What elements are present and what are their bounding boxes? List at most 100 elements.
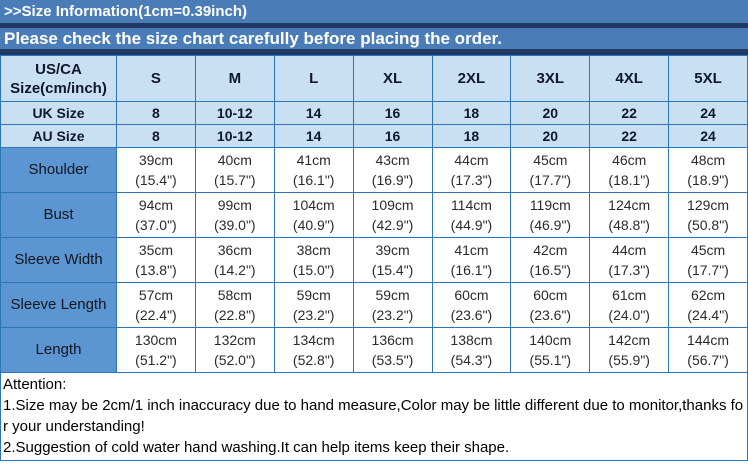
size-table-corner-header: US/CA Size(cm/inch) [0, 55, 117, 102]
measurement-cell: 44cm (17.3") [431, 147, 512, 193]
measurement-cm: 59cm [296, 287, 331, 303]
measurement-cell: 94cm (37.0") [116, 192, 196, 238]
measurement-cm: 46cm [612, 152, 647, 168]
measurement-cell: 43cm (16.9") [352, 147, 433, 193]
measurement-cm: 45cm [690, 242, 726, 258]
measurement-cell: 60cm (23.6") [510, 282, 591, 328]
measurement-inch: (55.1") [529, 352, 572, 368]
measurement-cm: 60cm [454, 287, 489, 303]
measurement-cm: 60cm [533, 287, 568, 303]
attention-note-2: 2.Suggestion of cold water hand washing.… [3, 439, 510, 456]
size-value-cell: 10-12 [194, 124, 275, 148]
table-row-sleeve-length: Sleeve Length 57cm (22.4") 58cm (22.8") 59cm (… [0, 282, 748, 328]
size-value-cell: 14 [273, 124, 354, 148]
measurement-cell: 44cm (17.3") [589, 237, 670, 283]
measurement-inch: (15.4") [371, 262, 414, 278]
measurement-inch: (52.0") [214, 352, 256, 368]
measurement-inch: (42.9") [371, 217, 414, 233]
measurement-cell: 59cm (23.2") [352, 282, 433, 328]
measurement-cell: 36cm (14.2") [194, 237, 275, 283]
table-row-bust: Bust 94cm (37.0") 99cm (39.0") 104cm (40.9") 10… [0, 192, 748, 238]
measurement-cell: 109cm (42.9") [352, 192, 433, 238]
measurement-cm: 119cm [529, 197, 571, 213]
measurement-cell: 41cm (16.1") [431, 237, 512, 283]
measurement-cell: 46cm (18.1") [589, 147, 670, 193]
size-value-cell: 22 [589, 124, 670, 148]
measurement-cell: 42cm (16.5") [510, 237, 591, 283]
measurement-inch: (23.2") [371, 307, 414, 323]
measurement-inch: (14.2") [214, 262, 256, 278]
measurement-cm: 44cm [454, 152, 489, 168]
size-column-header-4xl: 4XL [589, 55, 670, 102]
measurement-cm: 136cm [371, 332, 414, 348]
measurement-inch: (23.2") [292, 307, 335, 323]
measurement-cm: 62cm [690, 287, 726, 303]
measurement-cm: 59cm [375, 287, 410, 303]
table-row-sleeve-width: Sleeve Width 35cm (13.8") 36cm (14.2") 38cm (1… [0, 237, 748, 283]
measurement-cell: 134cm (52.8") [273, 327, 354, 373]
measurement-cm: 40cm [217, 152, 252, 168]
measurement-cell: 39cm (15.4") [352, 237, 433, 283]
measurement-inch: (46.9") [529, 217, 572, 233]
measurement-cell: 130cm (51.2") [116, 327, 196, 373]
measurement-cell: 48cm (18.9") [668, 147, 748, 193]
measurement-cm: 99cm [217, 197, 252, 213]
measurement-cm: 41cm [454, 242, 489, 258]
check-chart-subtitle: Please check the size chart carefully be… [4, 28, 502, 48]
attention-section: Attention: 1.Size may be 2cm/1 inch inac… [0, 373, 748, 461]
measurement-cell: 39cm (15.4") [116, 147, 196, 193]
attention-heading: Attention: [3, 376, 67, 393]
measurement-cm: 130cm [134, 332, 177, 348]
measurement-cell: 41cm (16.1") [273, 147, 354, 193]
measurement-inch: (22.4") [135, 307, 177, 323]
measurement-inch: (54.3") [450, 352, 493, 368]
measurement-inch: (55.9") [608, 352, 650, 368]
check-chart-banner: Please check the size chart carefully be… [0, 28, 748, 55]
measurement-inch: (40.9") [292, 217, 335, 233]
size-value-cell: 18 [431, 124, 512, 148]
measurement-cm: 134cm [292, 332, 335, 348]
measurement-inch: (15.7") [214, 172, 256, 188]
measurement-inch: (16.9") [371, 172, 414, 188]
measurement-inch: (16.1") [292, 172, 335, 188]
measurement-inch: (15.0") [292, 262, 335, 278]
measurement-inch: (24.0") [608, 307, 650, 323]
measurement-cm: 41cm [296, 152, 331, 168]
size-column-header-s: S [116, 55, 196, 102]
row-label: Sleeve Width [0, 237, 117, 283]
row-label: AU Size [0, 124, 117, 148]
measurement-cm: 44cm [612, 242, 647, 258]
measurement-cm: 129cm [687, 197, 730, 213]
measurement-inch: (17.7") [687, 262, 729, 278]
measurement-cell: 62cm (24.4") [668, 282, 748, 328]
size-info-banner: >>Size Information(1cm=0.39inch) [0, 0, 748, 28]
measurement-inch: (53.5") [371, 352, 414, 368]
size-info-title: >>Size Information(1cm=0.39inch) [4, 3, 247, 20]
size-value-cell: 8 [116, 101, 196, 125]
measurement-cm: 45cm [533, 152, 568, 168]
measurement-cm: 61cm [612, 287, 647, 303]
size-column-header-3xl: 3XL [510, 55, 591, 102]
row-label: Length [0, 327, 117, 373]
measurement-inch: (17.3") [450, 172, 493, 188]
measurement-inch: (50.8") [687, 217, 729, 233]
row-label: UK Size [0, 101, 117, 125]
measurement-inch: (44.9") [450, 217, 493, 233]
measurement-inch: (17.7") [529, 172, 572, 188]
measurement-inch: (23.6") [450, 307, 493, 323]
measurement-inch: (23.6") [529, 307, 572, 323]
size-value-cell: 16 [352, 101, 433, 125]
table-row-au-size: AU Size 8 10-12 14 16 18 20 22 24 [0, 124, 748, 148]
measurement-inch: (13.8") [135, 262, 177, 278]
measurement-cm: 109cm [371, 197, 414, 213]
measurement-cell: 124cm (48.8") [589, 192, 670, 238]
size-value-cell: 20 [510, 101, 591, 125]
measurement-cm: 142cm [608, 332, 651, 348]
measurement-cm: 124cm [608, 197, 651, 213]
measurement-inch: (17.3") [608, 262, 650, 278]
measurement-cm: 104cm [292, 197, 335, 213]
measurement-cell: 40cm (15.7") [194, 147, 275, 193]
measurement-inch: (56.7") [687, 352, 729, 368]
table-row-shoulder: Shoulder 39cm (15.4") 40cm (15.7") 41cm (16.1"… [0, 147, 748, 193]
measurement-cm: 42cm [533, 242, 568, 258]
